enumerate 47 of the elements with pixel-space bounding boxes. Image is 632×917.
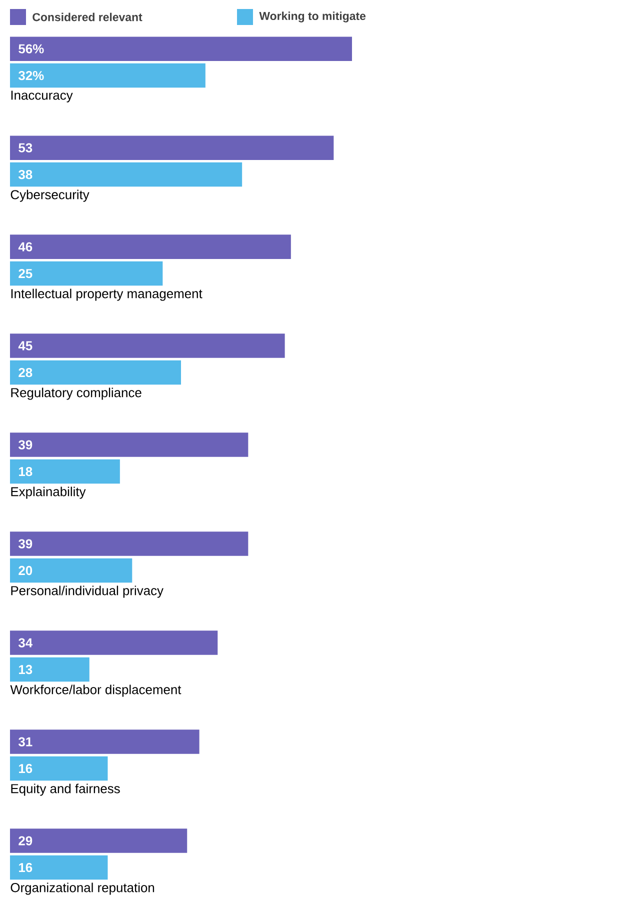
bar [10,432,248,457]
bar [10,136,334,160]
bar [10,63,206,88]
data-label: 31 [18,737,32,746]
bar [10,828,188,853]
bar [10,558,132,583]
bar [10,261,163,286]
data-label: 45 [18,341,32,350]
bar [10,532,248,556]
data-label: 38 [18,170,32,180]
data-label: 18 [19,466,32,476]
y-tick-label: Intellectual property management [11,288,202,301]
data-label: 39 [18,539,32,548]
bar [10,360,181,385]
y-tick-label: Equity and fairness [11,784,120,796]
legend-label: Considered relevant [32,12,142,22]
data-label: 28 [18,368,32,378]
data-label: 16 [19,862,32,872]
bar [10,162,242,187]
data-label: 56% [18,44,44,54]
y-tick-label: Regulatory compliance [11,388,142,400]
data-label: 20 [18,566,32,576]
bar [10,36,352,61]
data-label: 39 [18,440,32,450]
data-label: 25 [18,268,32,278]
y-tick-label: Cybersecurity [10,190,90,202]
y-tick-label: Inaccuracy [11,90,73,102]
y-tick-label: Explainability [11,486,86,499]
data-label: 53 [18,143,32,152]
bar [10,657,90,682]
bar [10,459,120,484]
y-tick-label: Organizational reputation [10,882,154,895]
y-tick-label: Workforce/labor displacement [10,684,182,697]
data-label: 46 [18,242,32,252]
bar [10,756,108,781]
bar [10,234,291,259]
bar [10,630,218,655]
bar [10,855,108,880]
bar [10,334,285,358]
data-label: 16 [19,764,32,774]
data-label: 13 [19,664,32,674]
legend-label: Working to mitigate [259,12,366,22]
bar [10,730,200,754]
data-label: 32% [18,70,44,80]
data-label: 34 [18,638,33,648]
y-tick-label: Personal/individual privacy [11,586,164,598]
data-label: 29 [18,836,32,846]
